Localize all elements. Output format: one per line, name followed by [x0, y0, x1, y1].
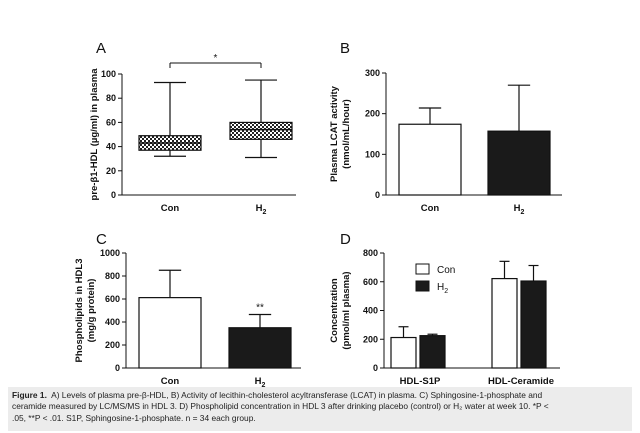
bar [520, 280, 547, 369]
y-tick-label: 800 [105, 271, 120, 281]
x-category-label: HDL-S1P [400, 376, 441, 387]
y-tick-label: 600 [363, 277, 378, 287]
y-tick-label: 600 [105, 294, 120, 304]
y-tick-label: 100 [365, 149, 380, 159]
figure-caption: Figure 1. A) Levels of plasma pre-β-HDL,… [8, 387, 632, 427]
caption-line-2: ceramide measured by LC/MS/MS in HDL 3. … [12, 401, 549, 412]
caption-label: Figure 1. [12, 390, 47, 400]
bar [390, 336, 417, 369]
legend-swatch [415, 263, 430, 275]
bar [491, 277, 518, 369]
y-tick-label: 0 [115, 363, 120, 373]
panel-letter: A [96, 40, 106, 57]
bar [138, 297, 202, 369]
y-tick-label: 100 [101, 69, 116, 79]
y-tick-label: 20 [106, 166, 116, 176]
y-tick-label: 0 [375, 190, 380, 200]
caption-box: Figure 1. A) Levels of plasma pre-β-HDL,… [8, 387, 632, 431]
y-tick-label: 400 [363, 306, 378, 316]
panel-b-chart: 0 100 200 300 B Plasma LCAT activity(nmol/mL/… [329, 40, 562, 216]
panel-letter: C [96, 231, 107, 248]
x-category-label: Con [161, 203, 180, 214]
bar [398, 123, 462, 196]
caption-line-3: .05, **P < .01. S1P, Sphingosine-1-phosp… [12, 412, 256, 423]
x-category-label: HDL-Ceramide [488, 376, 554, 387]
significance-marker: ** [256, 303, 264, 314]
y-tick-label: 80 [106, 93, 116, 103]
y-tick-label: 200 [363, 334, 378, 344]
y-tick-label: 800 [363, 248, 378, 258]
y-tick-label: 0 [373, 363, 378, 373]
x-category-label: Con [421, 203, 440, 214]
legend-swatch [415, 280, 430, 292]
y-axis-title: Concentration(pmol/ml plasma) [329, 271, 352, 349]
y-tick-label: 40 [106, 142, 116, 152]
legend-label: H2 [437, 282, 448, 295]
y-tick-label: 400 [105, 317, 120, 327]
y-tick-label: 200 [365, 109, 380, 119]
caption-line-1: A) Levels of plasma pre-β-HDL, B) Activi… [51, 390, 543, 400]
legend-label: Con [437, 265, 455, 276]
bar [487, 130, 551, 196]
y-axis-title: pre-β1-HDL (µg/ml) in plasma [89, 68, 100, 201]
panel-letter: B [340, 40, 350, 57]
bar [228, 327, 292, 369]
y-tick-label: 300 [365, 68, 380, 78]
y-axis-title: Phospholipids in HDL3(mg/g protein) [74, 259, 97, 363]
y-tick-label: 0 [111, 190, 116, 200]
x-category-label: Con [161, 376, 180, 387]
panel-d-chart: 0 200 400 600 800 D Concentration(pmol/ml plas… [329, 231, 560, 387]
bar [419, 335, 446, 369]
y-tick-label: 200 [105, 340, 120, 350]
box-iqr [229, 121, 293, 140]
panel-letter: D [340, 231, 351, 248]
significance-marker: * [214, 53, 218, 64]
y-axis-title: Plasma LCAT activity(nmol/mL/hour) [329, 85, 352, 182]
x-category-label: H2 [255, 376, 266, 389]
y-tick-label: 60 [106, 117, 116, 127]
x-category-label: H2 [514, 203, 525, 216]
x-category-label: H2 [256, 203, 267, 216]
y-tick-label: 1000 [100, 248, 120, 258]
